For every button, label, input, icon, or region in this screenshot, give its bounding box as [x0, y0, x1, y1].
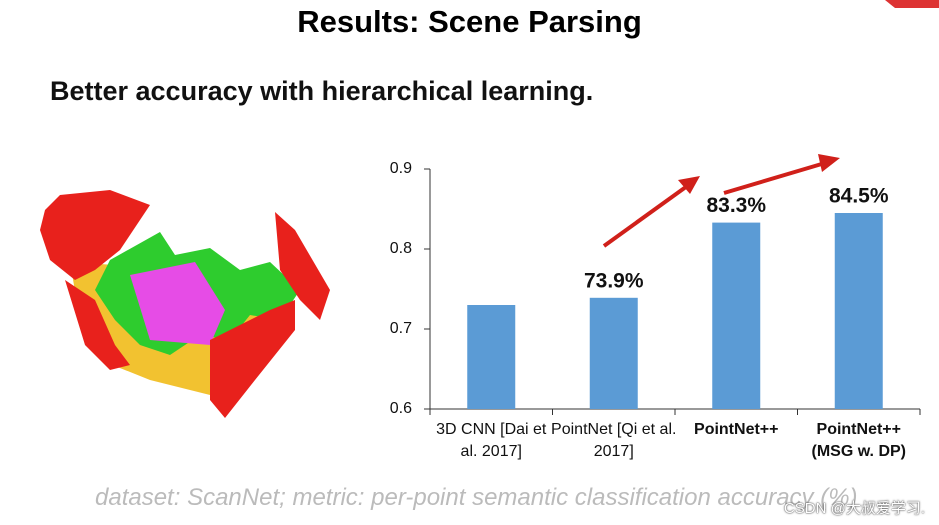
value-label: 83.3%: [706, 194, 766, 217]
point-cloud: [40, 190, 330, 418]
x-tick-label: PointNet++: [694, 421, 779, 438]
y-tick-label: 0.9: [390, 160, 412, 177]
value-label: 84.5%: [829, 185, 889, 208]
bar: [712, 222, 761, 409]
slide-title: Results: Scene Parsing: [297, 4, 642, 39]
y-tick-label: 0.7: [390, 320, 412, 337]
logo: [885, 0, 939, 8]
footnote: dataset: ScanNet; metric: per-point sema…: [95, 484, 858, 511]
slide-subtitle: Better accuracy with hierarchical learni…: [50, 76, 594, 106]
y-tick-label: 0.8: [390, 240, 412, 257]
bar: [589, 297, 638, 409]
bar: [467, 305, 516, 409]
bar: [834, 213, 883, 409]
watermark: CSDN @大叔爱学习.: [783, 500, 925, 517]
x-tick-label: PointNet++ (MSG w. DP): [811, 421, 906, 460]
y-tick-label: 0.6: [390, 400, 412, 417]
arrows: [602, 154, 840, 248]
x-tick-label: PointNet [Qi et al. 2017]: [551, 421, 677, 460]
x-tick-label: 3D CNN [Dai et al. 2017]: [436, 421, 547, 460]
value-label: 73.9%: [584, 269, 644, 292]
